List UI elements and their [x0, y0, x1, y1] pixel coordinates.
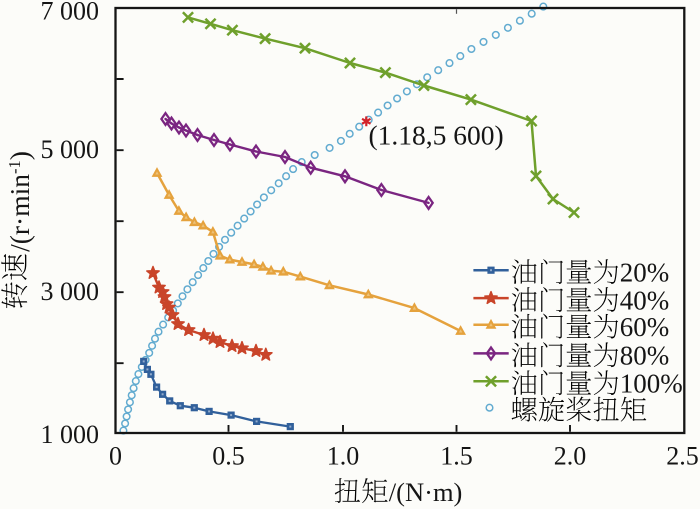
svg-text:20%: 20% — [620, 257, 670, 287]
svg-text:100%: 100% — [620, 369, 683, 399]
svg-text:/(r·min-1): /(r·min-1) — [4, 151, 35, 252]
svg-text:40%: 40% — [620, 285, 670, 315]
svg-text:5 000: 5 000 — [41, 135, 100, 164]
svg-text:0: 0 — [109, 442, 122, 471]
svg-text:2.0: 2.0 — [554, 442, 587, 471]
svg-text:/(N·m): /(N·m) — [389, 477, 463, 507]
svg-text:1.5: 1.5 — [440, 442, 473, 471]
svg-text:1.0: 1.0 — [327, 442, 360, 471]
svg-text:80%: 80% — [620, 341, 670, 371]
svg-text:7 000: 7 000 — [41, 0, 100, 25]
svg-text:2.5: 2.5 — [666, 442, 699, 471]
svg-text:0.5: 0.5 — [212, 442, 245, 471]
svg-text:60%: 60% — [620, 312, 670, 342]
svg-text:(1.18,5 600): (1.18,5 600) — [369, 120, 504, 151]
svg-text:1 000: 1 000 — [41, 420, 100, 449]
svg-text:3 000: 3 000 — [41, 277, 100, 306]
